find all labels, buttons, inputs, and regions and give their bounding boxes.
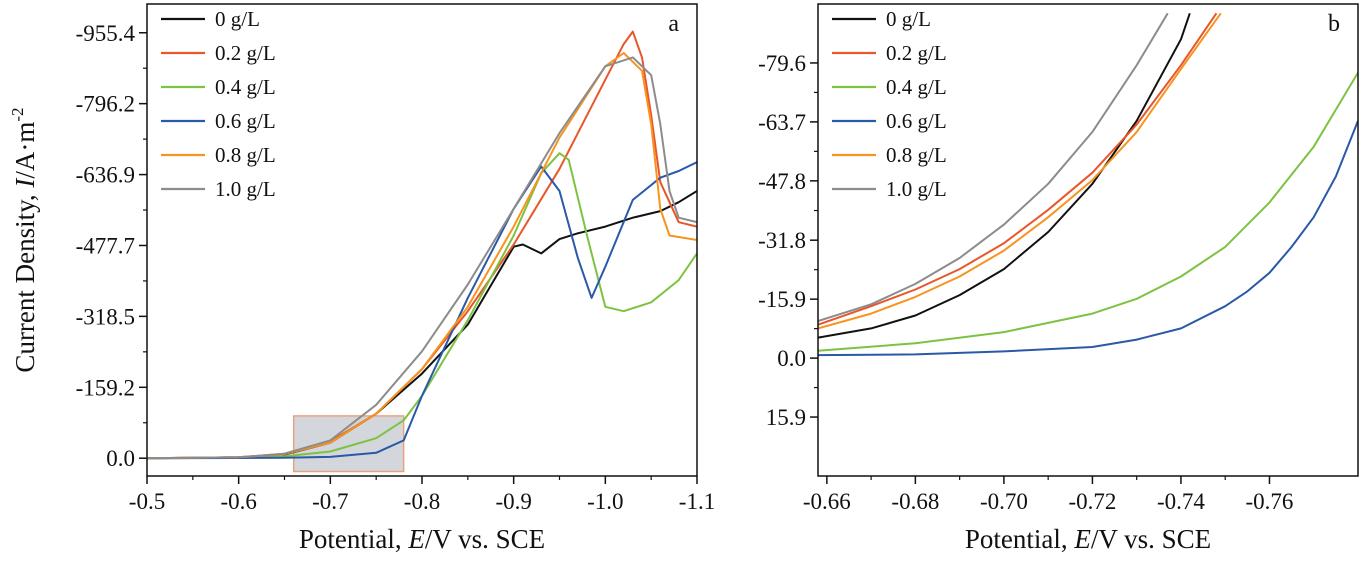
legend-label-5: 1.0 g/L	[215, 177, 276, 201]
legend-label-2: 0.4 g/L	[886, 75, 947, 99]
legend-label-3: 0.6 g/L	[215, 109, 276, 133]
legend: 0 g/L 0.2 g/L 0.4 g/L 0.6 g/L 0.8 g/L 1.0 g/L	[832, 7, 947, 201]
y-tick-label: -955.4	[76, 21, 136, 46]
x-tick-label: -0.7	[312, 489, 348, 514]
x-tick-label: -0.8	[404, 489, 440, 514]
x-tick-label: -0.6	[220, 489, 256, 514]
series-line-4	[147, 52, 697, 460]
y-axis-title: Current Density, I/A·m-2	[8, 107, 40, 372]
legend-label-0: 0 g/L	[215, 7, 260, 31]
x-tick-label: -0.9	[495, 489, 531, 514]
x-tick-label: -1.1	[679, 489, 715, 514]
y-tick-label: -15.9	[758, 287, 806, 312]
y-tick-label: -477.7	[76, 233, 135, 258]
legend-label-5: 1.0 g/L	[886, 177, 947, 201]
series-line-3	[147, 161, 697, 460]
series-line-5	[147, 56, 697, 460]
y-tick-label: -796.2	[76, 92, 135, 117]
legend-label-1: 0.2 g/L	[886, 41, 947, 65]
x-tick-label: -0.72	[1068, 489, 1116, 514]
legend: 0 g/L 0.2 g/L 0.4 g/L 0.6 g/L 0.8 g/L 1.0 g/L	[161, 7, 276, 201]
x-tick-label: -0.66	[803, 489, 851, 514]
legend-label-2: 0.4 g/L	[215, 75, 276, 99]
panel-label: a	[668, 11, 679, 37]
y-tick-label: -318.5	[76, 304, 135, 329]
y-tick-label: 0.0	[777, 346, 806, 371]
series-line-0	[818, 12, 1191, 339]
panel-b: -0.66 -0.68 -0.70 -0.72 -0.74 -0.76 -79.6 -63.7…	[758, 3, 1359, 554]
series-line-1	[818, 12, 1218, 326]
x-tick-label: -0.68	[891, 489, 939, 514]
y-tick-label: 15.9	[766, 405, 806, 430]
x-tick-label: -0.74	[1157, 489, 1205, 514]
y-tick-label: -79.6	[758, 51, 806, 76]
series-line-2	[147, 152, 697, 460]
x-tick-label: -1.0	[587, 489, 623, 514]
y-tick-label: -159.2	[76, 375, 135, 400]
zoom-region-box	[292, 415, 405, 473]
series-line-0	[147, 190, 697, 460]
legend-label-4: 0.8 g/L	[215, 143, 276, 167]
x-axis-title: Potential, E/V vs. SCE	[299, 524, 545, 554]
panel-label: b	[1328, 11, 1340, 37]
x-tick-label: -0.70	[980, 489, 1028, 514]
y-tick-label: 0.0	[106, 446, 135, 471]
series-lines	[818, 12, 1358, 357]
legend-label-0: 0 g/L	[886, 7, 931, 31]
y-tick-label: -63.7	[758, 110, 806, 135]
y-tick-label: -636.9	[76, 163, 135, 188]
series-line-3	[818, 120, 1358, 357]
x-tick-label: -0.5	[129, 489, 165, 514]
series-lines	[147, 30, 697, 460]
series-line-5	[818, 12, 1169, 322]
x-tick-label: -0.76	[1246, 489, 1294, 514]
panel-a: -0.5 -0.6 -0.7 -0.8 -0.9 -1.0 -1.1 -955.4 -796.2…	[8, 3, 715, 554]
legend-label-3: 0.6 g/L	[886, 109, 947, 133]
legend-label-4: 0.8 g/L	[886, 143, 947, 167]
y-tick-label: -31.8	[758, 228, 806, 253]
x-axis-title: Potential, E/V vs. SCE	[965, 524, 1211, 554]
series-line-2	[818, 72, 1358, 352]
y-tick-label: -47.8	[758, 169, 806, 194]
legend-label-1: 0.2 g/L	[215, 41, 276, 65]
series-line-4	[818, 12, 1222, 330]
